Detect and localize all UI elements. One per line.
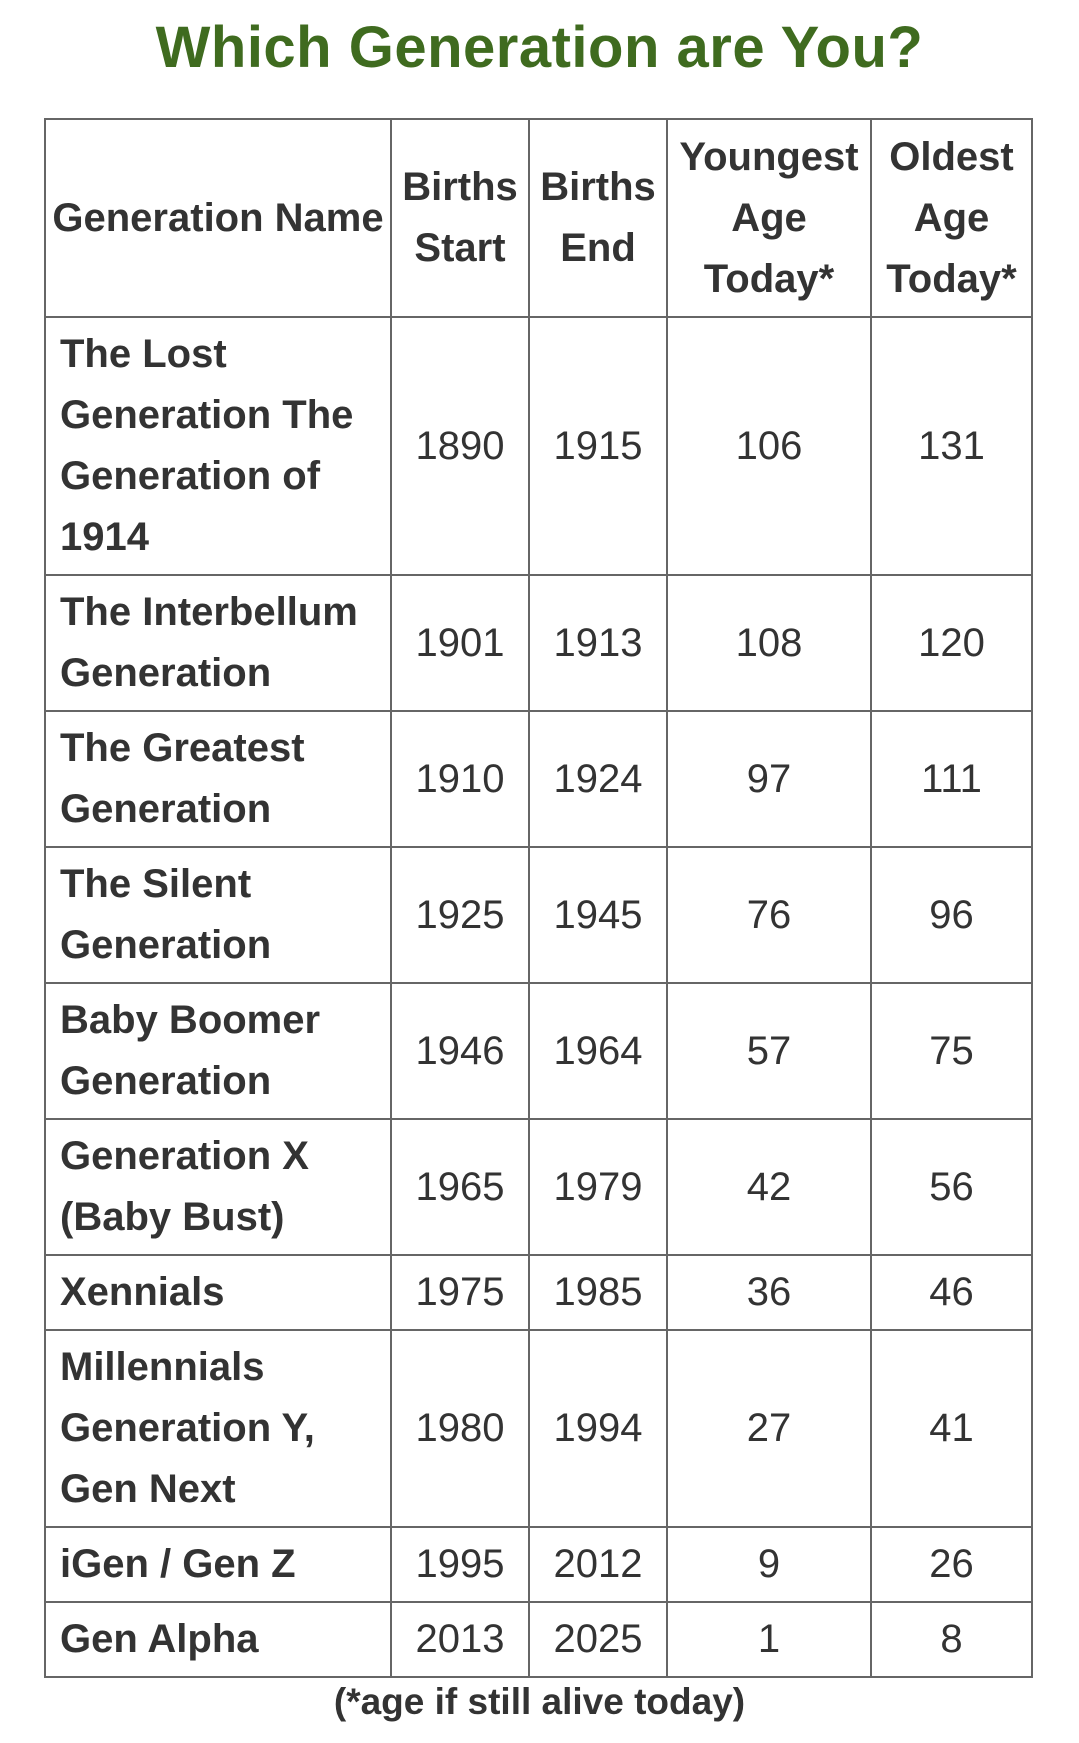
table-header-row: Generation Name Births Start Births End …	[44, 118, 1033, 318]
table-row: The Interbellum Generation 1901 1913 108…	[44, 574, 1033, 712]
generation-name-cell: Xennials	[44, 1254, 392, 1331]
youngest-age-cell: 97	[666, 710, 872, 848]
youngest-age-cell: 1	[666, 1601, 872, 1678]
column-header-births-start: Births Start	[390, 118, 530, 318]
births-start-cell: 1890	[390, 316, 530, 576]
oldest-age-cell: 111	[870, 710, 1033, 848]
generation-name-cell: iGen / Gen Z	[44, 1526, 392, 1603]
youngest-age-cell: 76	[666, 846, 872, 984]
births-start-cell: 1965	[390, 1118, 530, 1256]
column-header-oldest-age: Oldest Age Today*	[870, 118, 1033, 318]
table-row: The Silent Generation 1925 1945 76 96	[44, 846, 1033, 984]
youngest-age-cell: 27	[666, 1329, 872, 1528]
youngest-age-cell: 57	[666, 982, 872, 1120]
youngest-age-cell: 108	[666, 574, 872, 712]
page-title: Which Generation are You?	[155, 15, 924, 80]
column-header-births-end: Births End	[528, 118, 668, 318]
oldest-age-cell: 8	[870, 1601, 1033, 1678]
births-end-cell: 1994	[528, 1329, 668, 1528]
births-start-cell: 1910	[390, 710, 530, 848]
births-end-cell: 1924	[528, 710, 668, 848]
births-start-cell: 1995	[390, 1526, 530, 1603]
table-row: Generation X (Baby Bust) 1965 1979 42 56	[44, 1118, 1033, 1256]
column-header-youngest-age: Youngest Age Today*	[666, 118, 872, 318]
oldest-age-cell: 56	[870, 1118, 1033, 1256]
births-end-cell: 1985	[528, 1254, 668, 1331]
generation-name-cell: Generation X (Baby Bust)	[44, 1118, 392, 1256]
table-row: Millennials Generation Y, Gen Next 1980 …	[44, 1329, 1033, 1528]
oldest-age-cell: 41	[870, 1329, 1033, 1528]
table-row: Gen Alpha 2013 2025 1 8	[44, 1601, 1033, 1678]
table-row: Baby Boomer Generation 1946 1964 57 75	[44, 982, 1033, 1120]
births-end-cell: 1915	[528, 316, 668, 576]
generation-name-cell: The Silent Generation	[44, 846, 392, 984]
oldest-age-cell: 46	[870, 1254, 1033, 1331]
oldest-age-cell: 75	[870, 982, 1033, 1120]
table-row: Xennials 1975 1985 36 46	[44, 1254, 1033, 1331]
births-start-cell: 1975	[390, 1254, 530, 1331]
table-row: iGen / Gen Z 1995 2012 9 26	[44, 1526, 1033, 1603]
births-end-cell: 1964	[528, 982, 668, 1120]
generations-table: Generation Name Births Start Births End …	[44, 118, 1033, 1678]
births-end-cell: 1913	[528, 574, 668, 712]
births-start-cell: 1901	[390, 574, 530, 712]
births-start-cell: 1946	[390, 982, 530, 1120]
births-end-cell: 2012	[528, 1526, 668, 1603]
youngest-age-cell: 42	[666, 1118, 872, 1256]
generation-name-cell: Baby Boomer Generation	[44, 982, 392, 1120]
generation-name-cell: The Lost Generation The Generation of 19…	[44, 316, 392, 576]
oldest-age-cell: 131	[870, 316, 1033, 576]
column-header-generation-name: Generation Name	[44, 118, 392, 318]
generation-name-cell: Millennials Generation Y, Gen Next	[44, 1329, 392, 1528]
youngest-age-cell: 106	[666, 316, 872, 576]
youngest-age-cell: 36	[666, 1254, 872, 1331]
births-start-cell: 1980	[390, 1329, 530, 1528]
births-end-cell: 2025	[528, 1601, 668, 1678]
oldest-age-cell: 96	[870, 846, 1033, 984]
table-row: The Lost Generation The Generation of 19…	[44, 316, 1033, 576]
generation-name-cell: Gen Alpha	[44, 1601, 392, 1678]
youngest-age-cell: 9	[666, 1526, 872, 1603]
births-end-cell: 1945	[528, 846, 668, 984]
generation-name-cell: The Interbellum Generation	[44, 574, 392, 712]
table-row: The Greatest Generation 1910 1924 97 111	[44, 710, 1033, 848]
births-end-cell: 1979	[528, 1118, 668, 1256]
oldest-age-cell: 26	[870, 1526, 1033, 1603]
births-start-cell: 2013	[390, 1601, 530, 1678]
oldest-age-cell: 120	[870, 574, 1033, 712]
footnote: (*age if still alive today)	[333, 1681, 746, 1722]
generation-name-cell: The Greatest Generation	[44, 710, 392, 848]
births-start-cell: 1925	[390, 846, 530, 984]
